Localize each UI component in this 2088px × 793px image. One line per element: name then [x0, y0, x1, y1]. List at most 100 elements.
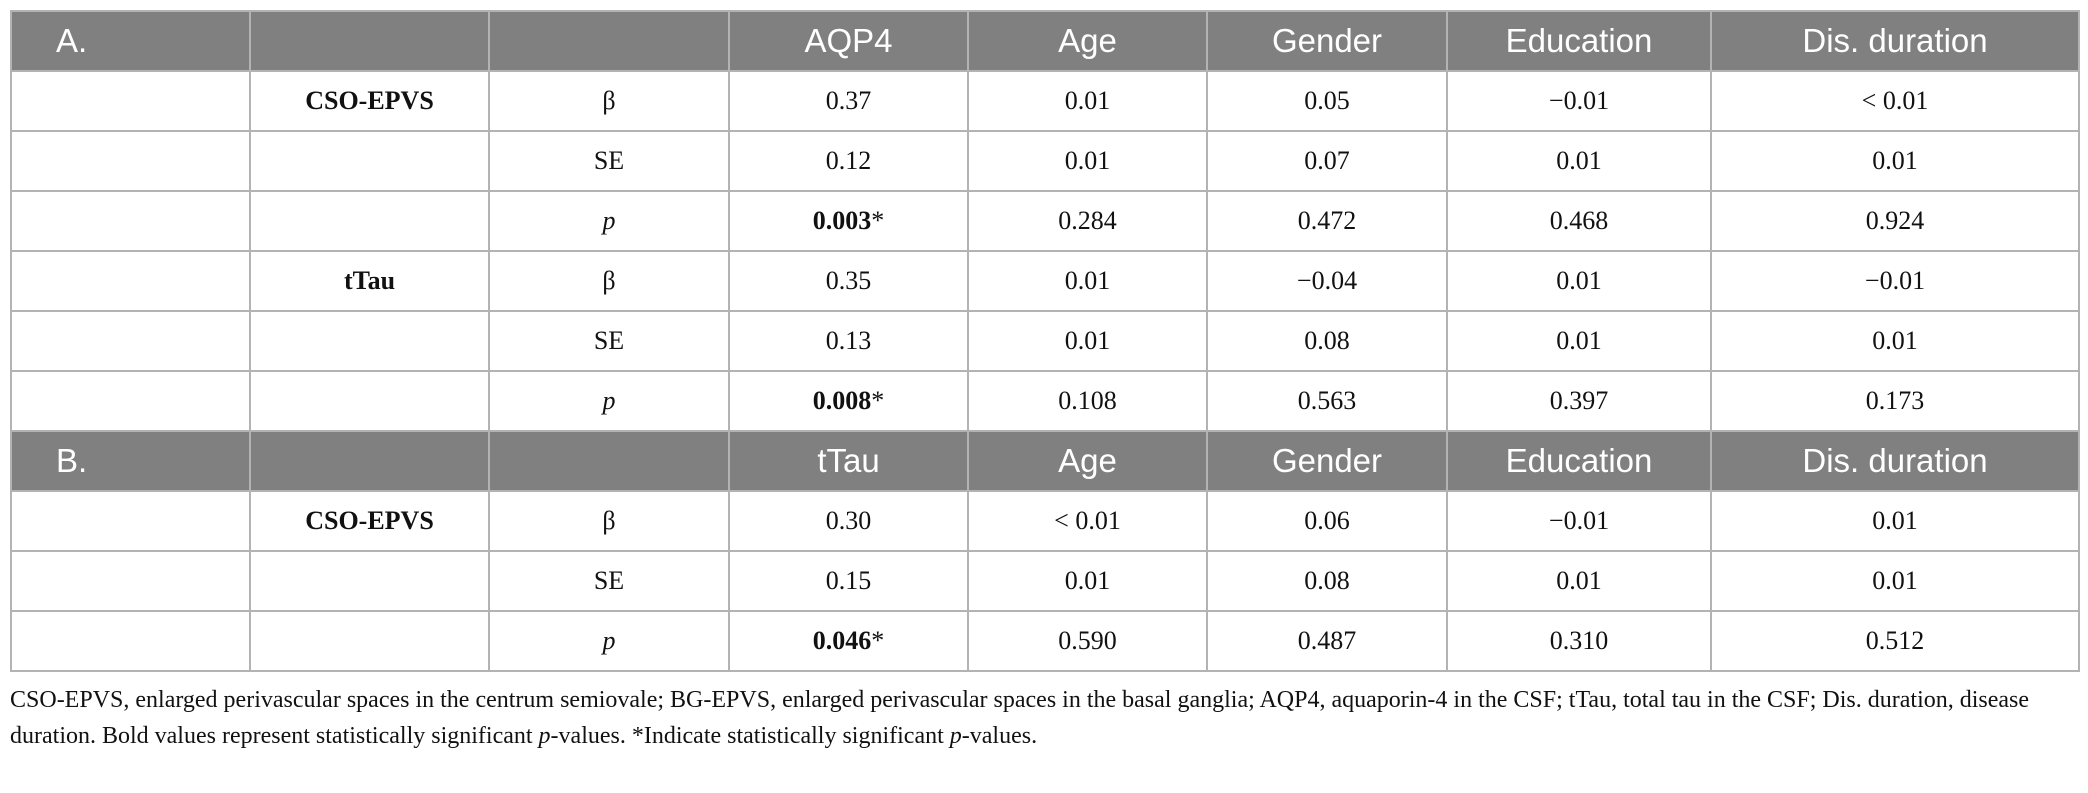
value-cell: 0.01 — [1446, 130, 1712, 192]
regression-results-table: A. AQP4 Age Gender Education Dis. duration CSO… — [10, 10, 2080, 672]
value-cell: < 0.01 — [1710, 70, 2080, 132]
value-cell: 0.30 — [728, 490, 969, 552]
section-header-row: A. AQP4 Age Gender Education Dis. duration — [10, 10, 2080, 72]
value-cell: 0.01 — [1710, 490, 2080, 552]
value-cell: 0.046* — [728, 610, 969, 672]
significant-value: 0.046 — [812, 626, 872, 655]
value-cell: 0.13 — [728, 310, 969, 372]
table-row: SE 0.13 0.01 0.08 0.01 0.01 — [10, 310, 2080, 372]
value-cell: −0.01 — [1446, 70, 1712, 132]
value-cell: 0.01 — [967, 550, 1208, 612]
table-row: CSO-EPVS β 0.30 < 0.01 0.06 −0.01 0.01 — [10, 490, 2080, 552]
value-cell: 0.003* — [728, 190, 969, 252]
table-row: p 0.046* 0.590 0.487 0.310 0.512 — [10, 610, 2080, 672]
table-row: tTau β 0.35 0.01 −0.04 0.01 −0.01 — [10, 250, 2080, 312]
empty-cell — [10, 70, 251, 132]
significance-marker: * — [871, 626, 885, 655]
significant-value: 0.003 — [812, 206, 872, 235]
value-cell: 0.008* — [728, 370, 969, 432]
outcome-cell — [249, 610, 490, 672]
column-header: AQP4 — [728, 10, 969, 72]
significance-marker: * — [871, 206, 885, 235]
empty-cell — [10, 250, 251, 312]
value-cell: 0.310 — [1446, 610, 1712, 672]
column-header: Dis. duration — [1710, 430, 2080, 492]
column-header: Dis. duration — [1710, 10, 2080, 72]
column-header: Age — [967, 10, 1208, 72]
outcome-cell: CSO-EPVS — [249, 490, 490, 552]
statistic-label: p — [488, 370, 730, 432]
value-cell: 0.468 — [1446, 190, 1712, 252]
empty-cell — [10, 610, 251, 672]
value-cell: 0.01 — [1710, 130, 2080, 192]
value-cell: 0.08 — [1206, 550, 1448, 612]
value-cell: 0.35 — [728, 250, 969, 312]
header-empty-cell — [488, 430, 730, 492]
value-cell: 0.08 — [1206, 310, 1448, 372]
outcome-cell — [249, 190, 490, 252]
table-row: p 0.003* 0.284 0.472 0.468 0.924 — [10, 190, 2080, 252]
footnote-text-2: -values. *Indicate statistically signifi… — [550, 723, 950, 749]
empty-cell — [10, 310, 251, 372]
statistic-label: β — [488, 70, 730, 132]
section-label: B. — [10, 430, 251, 492]
value-cell: −0.01 — [1710, 250, 2080, 312]
section-label: A. — [10, 10, 251, 72]
value-cell: 0.173 — [1710, 370, 2080, 432]
empty-cell — [10, 490, 251, 552]
footnote-p-italic-1: p — [538, 723, 551, 749]
value-cell: 0.108 — [967, 370, 1208, 432]
value-cell: 0.01 — [967, 130, 1208, 192]
value-cell: 0.487 — [1206, 610, 1448, 672]
value-cell: 0.590 — [967, 610, 1208, 672]
value-cell: −0.04 — [1206, 250, 1448, 312]
value-cell: < 0.01 — [967, 490, 1208, 552]
value-cell: 0.472 — [1206, 190, 1448, 252]
column-header: tTau — [728, 430, 969, 492]
column-header: Education — [1446, 430, 1712, 492]
significance-marker: * — [871, 386, 885, 415]
value-cell: 0.01 — [967, 250, 1208, 312]
table-row: CSO-EPVS β 0.37 0.01 0.05 −0.01 < 0.01 — [10, 70, 2080, 132]
footnote-p-italic-2: p — [949, 723, 962, 749]
header-empty-cell — [488, 10, 730, 72]
significant-value: 0.008 — [812, 386, 872, 415]
value-cell: 0.397 — [1446, 370, 1712, 432]
outcome-cell: tTau — [249, 250, 490, 312]
statistic-label: SE — [488, 130, 730, 192]
footnote-text-3: -values. — [961, 723, 1038, 749]
table-footnote: CSO-EPVS, enlarged perivascular spaces i… — [10, 682, 2078, 754]
value-cell: 0.01 — [1446, 250, 1712, 312]
statistic-label: SE — [488, 310, 730, 372]
empty-cell — [10, 370, 251, 432]
value-cell: 0.15 — [728, 550, 969, 612]
value-cell: 0.37 — [728, 70, 969, 132]
table-row: SE 0.15 0.01 0.08 0.01 0.01 — [10, 550, 2080, 612]
value-cell: 0.512 — [1710, 610, 2080, 672]
statistic-label: p — [488, 190, 730, 252]
value-cell: 0.284 — [967, 190, 1208, 252]
value-cell: 0.06 — [1206, 490, 1448, 552]
statistic-label: SE — [488, 550, 730, 612]
value-cell: 0.01 — [967, 70, 1208, 132]
value-cell: 0.01 — [1710, 310, 2080, 372]
value-cell: 0.01 — [967, 310, 1208, 372]
table-row: SE 0.12 0.01 0.07 0.01 0.01 — [10, 130, 2080, 192]
empty-cell — [10, 130, 251, 192]
value-cell: −0.01 — [1446, 490, 1712, 552]
footnote-text-1: CSO-EPVS, enlarged perivascular spaces i… — [10, 687, 2030, 749]
value-cell: 0.563 — [1206, 370, 1448, 432]
column-header: Gender — [1206, 430, 1448, 492]
header-empty-cell — [249, 430, 490, 492]
table-row: p 0.008* 0.108 0.563 0.397 0.173 — [10, 370, 2080, 432]
value-cell: 0.05 — [1206, 70, 1448, 132]
column-header: Age — [967, 430, 1208, 492]
statistic-label: p — [488, 610, 730, 672]
value-cell: 0.07 — [1206, 130, 1448, 192]
value-cell: 0.01 — [1446, 310, 1712, 372]
value-cell: 0.01 — [1446, 550, 1712, 612]
outcome-cell — [249, 130, 490, 192]
header-empty-cell — [249, 10, 490, 72]
statistic-label: β — [488, 490, 730, 552]
value-cell: 0.01 — [1710, 550, 2080, 612]
